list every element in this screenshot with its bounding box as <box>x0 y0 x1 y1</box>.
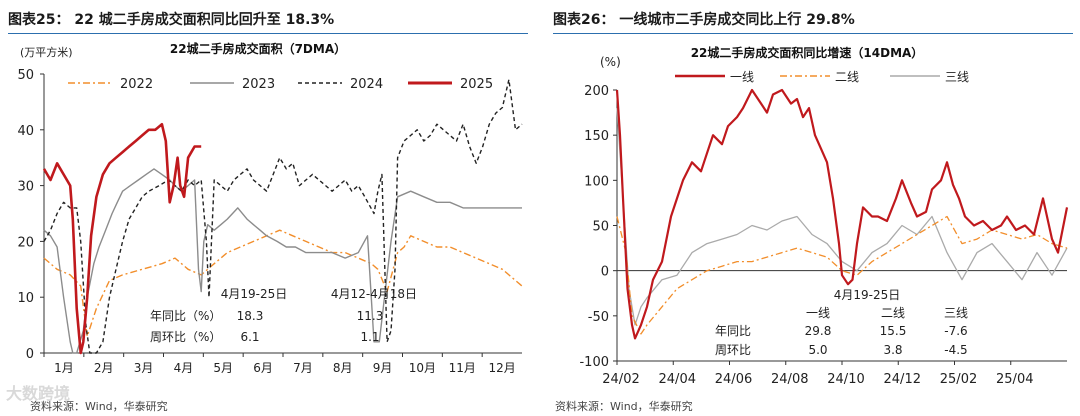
series-line-三线 <box>616 108 1068 326</box>
legend-label-2022: 2022 <box>120 77 153 92</box>
left-title-rule <box>8 33 528 34</box>
x-tick-label: 25/04 <box>996 372 1033 387</box>
annotation-value: 15.5 <box>880 324 907 338</box>
annotation-row-label: 年同比（%） <box>150 309 221 323</box>
series-line-二线 <box>616 215 1068 335</box>
x-tick-label: 3月 <box>134 361 154 375</box>
y-axis-unit-label: (%) <box>600 55 621 69</box>
x-tick-label: 8月 <box>333 361 353 375</box>
y-tick-label: 20 <box>17 235 34 250</box>
x-tick-label: 4月 <box>174 361 194 375</box>
annotation-value: 18.3 <box>237 309 264 323</box>
x-tick-label: 11月 <box>449 361 476 375</box>
y-tick-label: 50 <box>17 68 34 83</box>
y-tick-label: 0 <box>26 347 34 362</box>
y-tick-label: 100 <box>584 174 609 189</box>
legend-label-2023: 2023 <box>242 77 275 92</box>
annotation-header: 一线 <box>806 306 830 320</box>
x-tick-label: 25/02 <box>940 372 977 387</box>
x-tick-label: 12月 <box>488 361 515 375</box>
y-tick-label: -50 <box>588 310 609 325</box>
series-line-2023 <box>43 168 522 354</box>
y-tick-label: -100 <box>579 355 609 370</box>
x-tick-label: 6月 <box>253 361 273 375</box>
watermark-logo: 大数跨境 <box>6 384 71 403</box>
annotation-date: 4月19-25日 <box>834 288 901 302</box>
annotation-header: 4月12-4月18日 <box>331 287 417 301</box>
y-tick-label: 40 <box>17 124 34 139</box>
series-line-2025 <box>42 122 202 355</box>
x-tick-label: 5月 <box>213 361 233 375</box>
right-title-rule <box>553 33 1073 34</box>
x-tick-label: 24/12 <box>884 372 921 387</box>
y-axis-unit-label: (万平方米) <box>20 45 73 59</box>
y-tick-label: 30 <box>17 180 34 195</box>
annotation-header: 4月19-25日 <box>221 287 288 301</box>
x-tick-label: 10月 <box>409 361 436 375</box>
legend-label-2024: 2024 <box>350 77 383 92</box>
left-source-note: 资料来源：Wind，华泰研究 <box>30 400 168 413</box>
y-tick-label: 50 <box>592 220 609 235</box>
x-tick-label: 24/10 <box>827 372 864 387</box>
legend-label-一线: 一线 <box>730 70 754 84</box>
annotation-header: 三线 <box>944 306 968 320</box>
series-line-一线 <box>615 88 1069 340</box>
legend-label-2025: 2025 <box>460 77 493 92</box>
legend-label-三线: 三线 <box>945 70 969 84</box>
x-tick-label: 2月 <box>94 361 114 375</box>
left-chart: (万平方米) 22城二手房成交面积（7DMA） 0 10 20 30 40 50 1月 2月 3月 4… <box>17 41 523 375</box>
x-tick-label: 24/06 <box>715 372 752 387</box>
annotation-value: 29.8 <box>805 324 832 338</box>
series-line-2024 <box>43 78 523 354</box>
annotation-row-label: 周环比 <box>715 343 751 357</box>
annotation-value: -4.5 <box>944 343 967 357</box>
annotation-value: 3.8 <box>883 343 902 357</box>
annotation-value: 5.0 <box>808 343 827 357</box>
chart-title: 22城二手房成交面积同比增速（14DMA） <box>691 45 924 60</box>
annotation-value: -7.6 <box>944 324 967 338</box>
y-tick-label: 0 <box>601 265 609 280</box>
y-tick-label: 150 <box>584 129 609 144</box>
left-panel-title: 图表25： 22 城二手房成交面积同比回升至 18.3% <box>8 12 335 28</box>
y-tick-label: 10 <box>17 291 34 306</box>
annotation-row-label: 年同比 <box>715 324 751 338</box>
y-tick-label: 200 <box>584 84 609 99</box>
annotation-value: 6.1 <box>240 330 259 344</box>
annotation-row-label: 周环比（%） <box>150 330 221 344</box>
annotation-value: 11.3 <box>357 309 384 323</box>
x-tick-label: 24/02 <box>602 372 639 387</box>
annotation-value: 1.1 <box>360 330 379 344</box>
series-line-2022 <box>43 229 523 337</box>
right-chart: 22城二手房成交面积同比增速（14DMA） (%) -100 -50 0 50 100 150… <box>579 45 1069 387</box>
x-tick-label: 1月 <box>54 361 74 375</box>
right-source-note: 资料来源：Wind，华泰研究 <box>555 400 693 413</box>
right-panel-title: 图表26： 一线城市二手房成交同比上行 29.8% <box>553 12 855 28</box>
x-tick-label: 9月 <box>373 361 393 375</box>
chart-title: 22城二手房成交面积（7DMA） <box>170 41 346 56</box>
legend-label-二线: 二线 <box>835 70 859 84</box>
x-tick-label: 24/04 <box>659 372 696 387</box>
annotation-header: 二线 <box>881 306 905 320</box>
x-tick-label: 7月 <box>293 361 313 375</box>
x-tick-label: 24/08 <box>771 372 808 387</box>
